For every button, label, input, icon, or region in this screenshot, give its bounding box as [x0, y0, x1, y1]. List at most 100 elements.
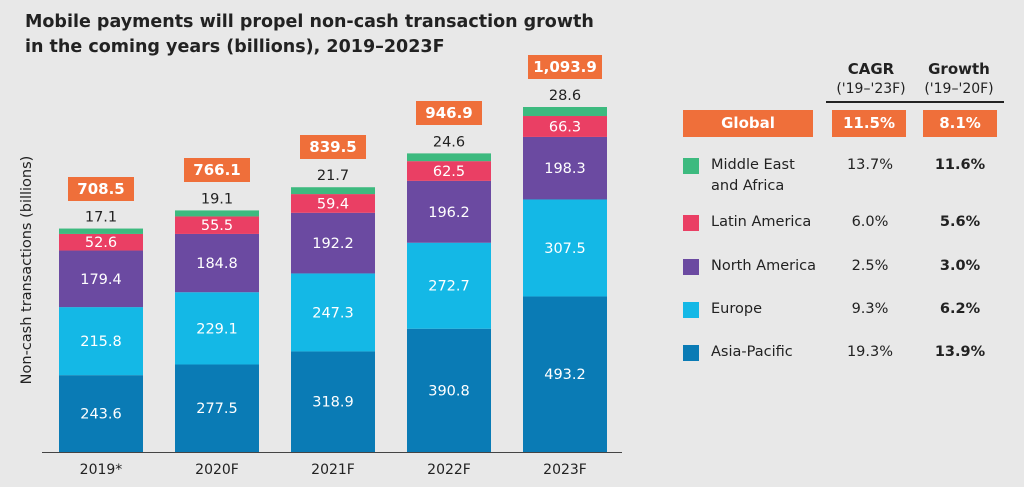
- region-cagr: 6.0%: [851, 214, 889, 230]
- data-label: 21.7: [317, 168, 349, 184]
- bar-segment: [291, 273, 375, 352]
- legend-region-name: Europe: [711, 299, 762, 320]
- bar-segment: [175, 292, 259, 365]
- legend-region-name: Middle East and Africa: [711, 155, 795, 197]
- bar-segment: [523, 296, 607, 452]
- bar-segment: [291, 194, 375, 213]
- bar-segment: [291, 187, 375, 195]
- data-label: 493.2: [544, 367, 586, 383]
- bar-segment: [523, 136, 607, 200]
- data-label: 192.2: [312, 236, 354, 252]
- region-line-1: North America: [711, 258, 816, 274]
- bar-segment: [291, 212, 375, 274]
- x-tick-label: 2019*: [80, 462, 123, 478]
- bar-segment: [407, 328, 491, 452]
- bar-segment: [175, 233, 259, 293]
- data-label: 62.5: [433, 164, 465, 180]
- data-label: 179.4: [80, 272, 122, 288]
- data-label: 52.6: [85, 235, 117, 251]
- region-growth: 13.9%: [934, 344, 986, 360]
- cagr-header-title: CAGR: [847, 60, 895, 78]
- legend-region-name: North America: [711, 256, 816, 277]
- data-label: 243.6: [80, 407, 122, 423]
- bar-segment: [407, 153, 491, 162]
- data-label: 184.8: [196, 256, 238, 272]
- data-label: 19.1: [201, 191, 233, 207]
- data-label: 198.3: [544, 161, 586, 177]
- bar-segment: [175, 364, 259, 452]
- data-label: 55.5: [201, 218, 233, 234]
- region-growth: 11.6%: [934, 157, 986, 173]
- data-label: 272.7: [428, 279, 470, 295]
- x-tick-label: 2023F: [543, 462, 587, 478]
- bar-segment: [523, 199, 607, 297]
- bar-segment: [523, 107, 607, 117]
- data-label: 307.5: [544, 241, 586, 257]
- x-tick-label: 2020F: [195, 462, 239, 478]
- x-tick-label: 2021F: [311, 462, 355, 478]
- data-label: 318.9: [312, 395, 354, 411]
- bar-segment: [175, 210, 259, 217]
- total-label: 1,093.9: [528, 55, 602, 79]
- growth-header-title: Growth: [928, 60, 990, 78]
- legend-swatch: [683, 259, 699, 275]
- region-line-1: Asia-Pacific: [711, 344, 793, 360]
- region-growth: 3.0%: [939, 258, 981, 274]
- x-tick-label: 2022F: [427, 462, 471, 478]
- data-label: 66.3: [549, 119, 581, 135]
- data-label: 28.6: [549, 88, 581, 104]
- chart-title: Mobile payments will propel non-cash tra…: [25, 10, 594, 60]
- legend-swatch: [683, 302, 699, 318]
- data-label: 390.8: [428, 383, 470, 399]
- data-label: 277.5: [196, 401, 238, 417]
- data-label: 247.3: [312, 305, 354, 321]
- region-line-1: Latin America: [711, 214, 812, 230]
- total-label: 766.1: [184, 158, 250, 183]
- bar-segment: [59, 233, 143, 251]
- data-label: 229.1: [196, 321, 238, 337]
- title-line-1: Mobile payments will propel non-cash tra…: [25, 12, 594, 32]
- bar-segment: [175, 216, 259, 234]
- stacked-bar-chart: Non-cash transactions (billions) 243.6 215…: [19, 88, 622, 478]
- bar-segment: [407, 242, 491, 329]
- global-label: Global: [683, 110, 813, 137]
- data-label: 215.8: [80, 334, 122, 350]
- cagr-header-period: ('19–'23F): [836, 81, 906, 97]
- legend-swatch: [683, 215, 699, 231]
- region-line-1: Middle East: [711, 157, 795, 173]
- total-label: 839.5: [300, 135, 366, 160]
- legend-swatch: [683, 158, 699, 174]
- bar-segment: [291, 351, 375, 452]
- global-growth: 8.1%: [923, 110, 997, 137]
- data-label: 196.2: [428, 205, 470, 221]
- total-label: 708.5: [68, 176, 134, 201]
- legend-swatch: [683, 345, 699, 361]
- y-axis-label: Non-cash transactions (billions): [19, 156, 35, 385]
- region-cagr: 19.3%: [846, 344, 894, 360]
- bar-segment: [523, 116, 607, 137]
- bar-segment: [407, 180, 491, 243]
- data-label: 59.4: [317, 196, 349, 212]
- total-label: 946.9: [416, 101, 482, 126]
- data-label: 17.1: [85, 210, 117, 226]
- region-cagr: 9.3%: [851, 301, 889, 317]
- global-cagr: 11.5%: [832, 110, 906, 137]
- region-line-2: and Africa: [711, 178, 785, 194]
- bar-segment: [59, 307, 143, 376]
- legend-region-name: Asia-Pacific: [711, 342, 793, 363]
- bar-segment: [407, 161, 491, 181]
- region-growth: 5.6%: [939, 214, 981, 230]
- region-growth: 6.2%: [939, 301, 981, 317]
- bar-segment: [59, 375, 143, 452]
- bar-segment: [59, 228, 143, 234]
- data-label: 24.6: [433, 134, 465, 150]
- cagr-header: CAGR ('19–'23F): [826, 60, 916, 103]
- region-cagr: 2.5%: [851, 258, 889, 274]
- bar-segment: [59, 250, 143, 308]
- growth-header: Growth ('19–'20F): [914, 60, 1004, 103]
- title-line-2: in the coming years (billions), 2019–202…: [25, 37, 445, 57]
- growth-header-period: ('19–'20F): [924, 81, 994, 97]
- legend-region-name: Latin America: [711, 212, 811, 233]
- region-cagr: 13.7%: [846, 157, 894, 173]
- region-line-1: Europe: [711, 301, 762, 317]
